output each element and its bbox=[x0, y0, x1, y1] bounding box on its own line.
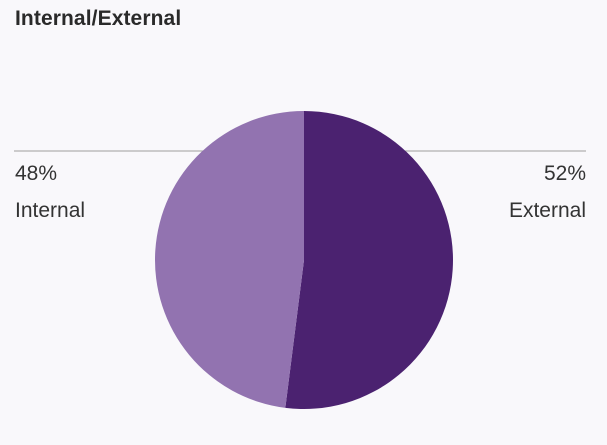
internal-percent: 48% bbox=[15, 162, 58, 185]
external-percent: 52% bbox=[543, 162, 586, 185]
external-name: External bbox=[508, 199, 586, 222]
chart-title: Internal/External bbox=[15, 7, 182, 30]
internal-label: 48% Internal bbox=[15, 155, 85, 229]
external-label: 52% External bbox=[509, 155, 586, 229]
pie-slice-external bbox=[285, 111, 453, 409]
internal-name: Internal bbox=[15, 199, 86, 222]
pie-slice-internal bbox=[154, 111, 304, 408]
